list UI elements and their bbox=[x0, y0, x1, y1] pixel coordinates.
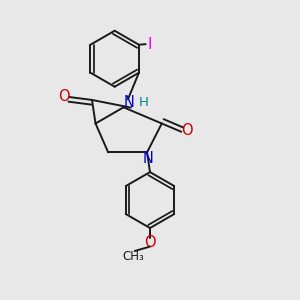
Text: N: N bbox=[124, 95, 135, 110]
Text: O: O bbox=[144, 235, 156, 250]
Text: H: H bbox=[139, 96, 148, 110]
Text: N: N bbox=[142, 151, 153, 166]
Text: I: I bbox=[147, 37, 152, 52]
Text: CH₃: CH₃ bbox=[122, 250, 144, 263]
Text: O: O bbox=[58, 89, 70, 104]
Text: O: O bbox=[181, 123, 192, 138]
